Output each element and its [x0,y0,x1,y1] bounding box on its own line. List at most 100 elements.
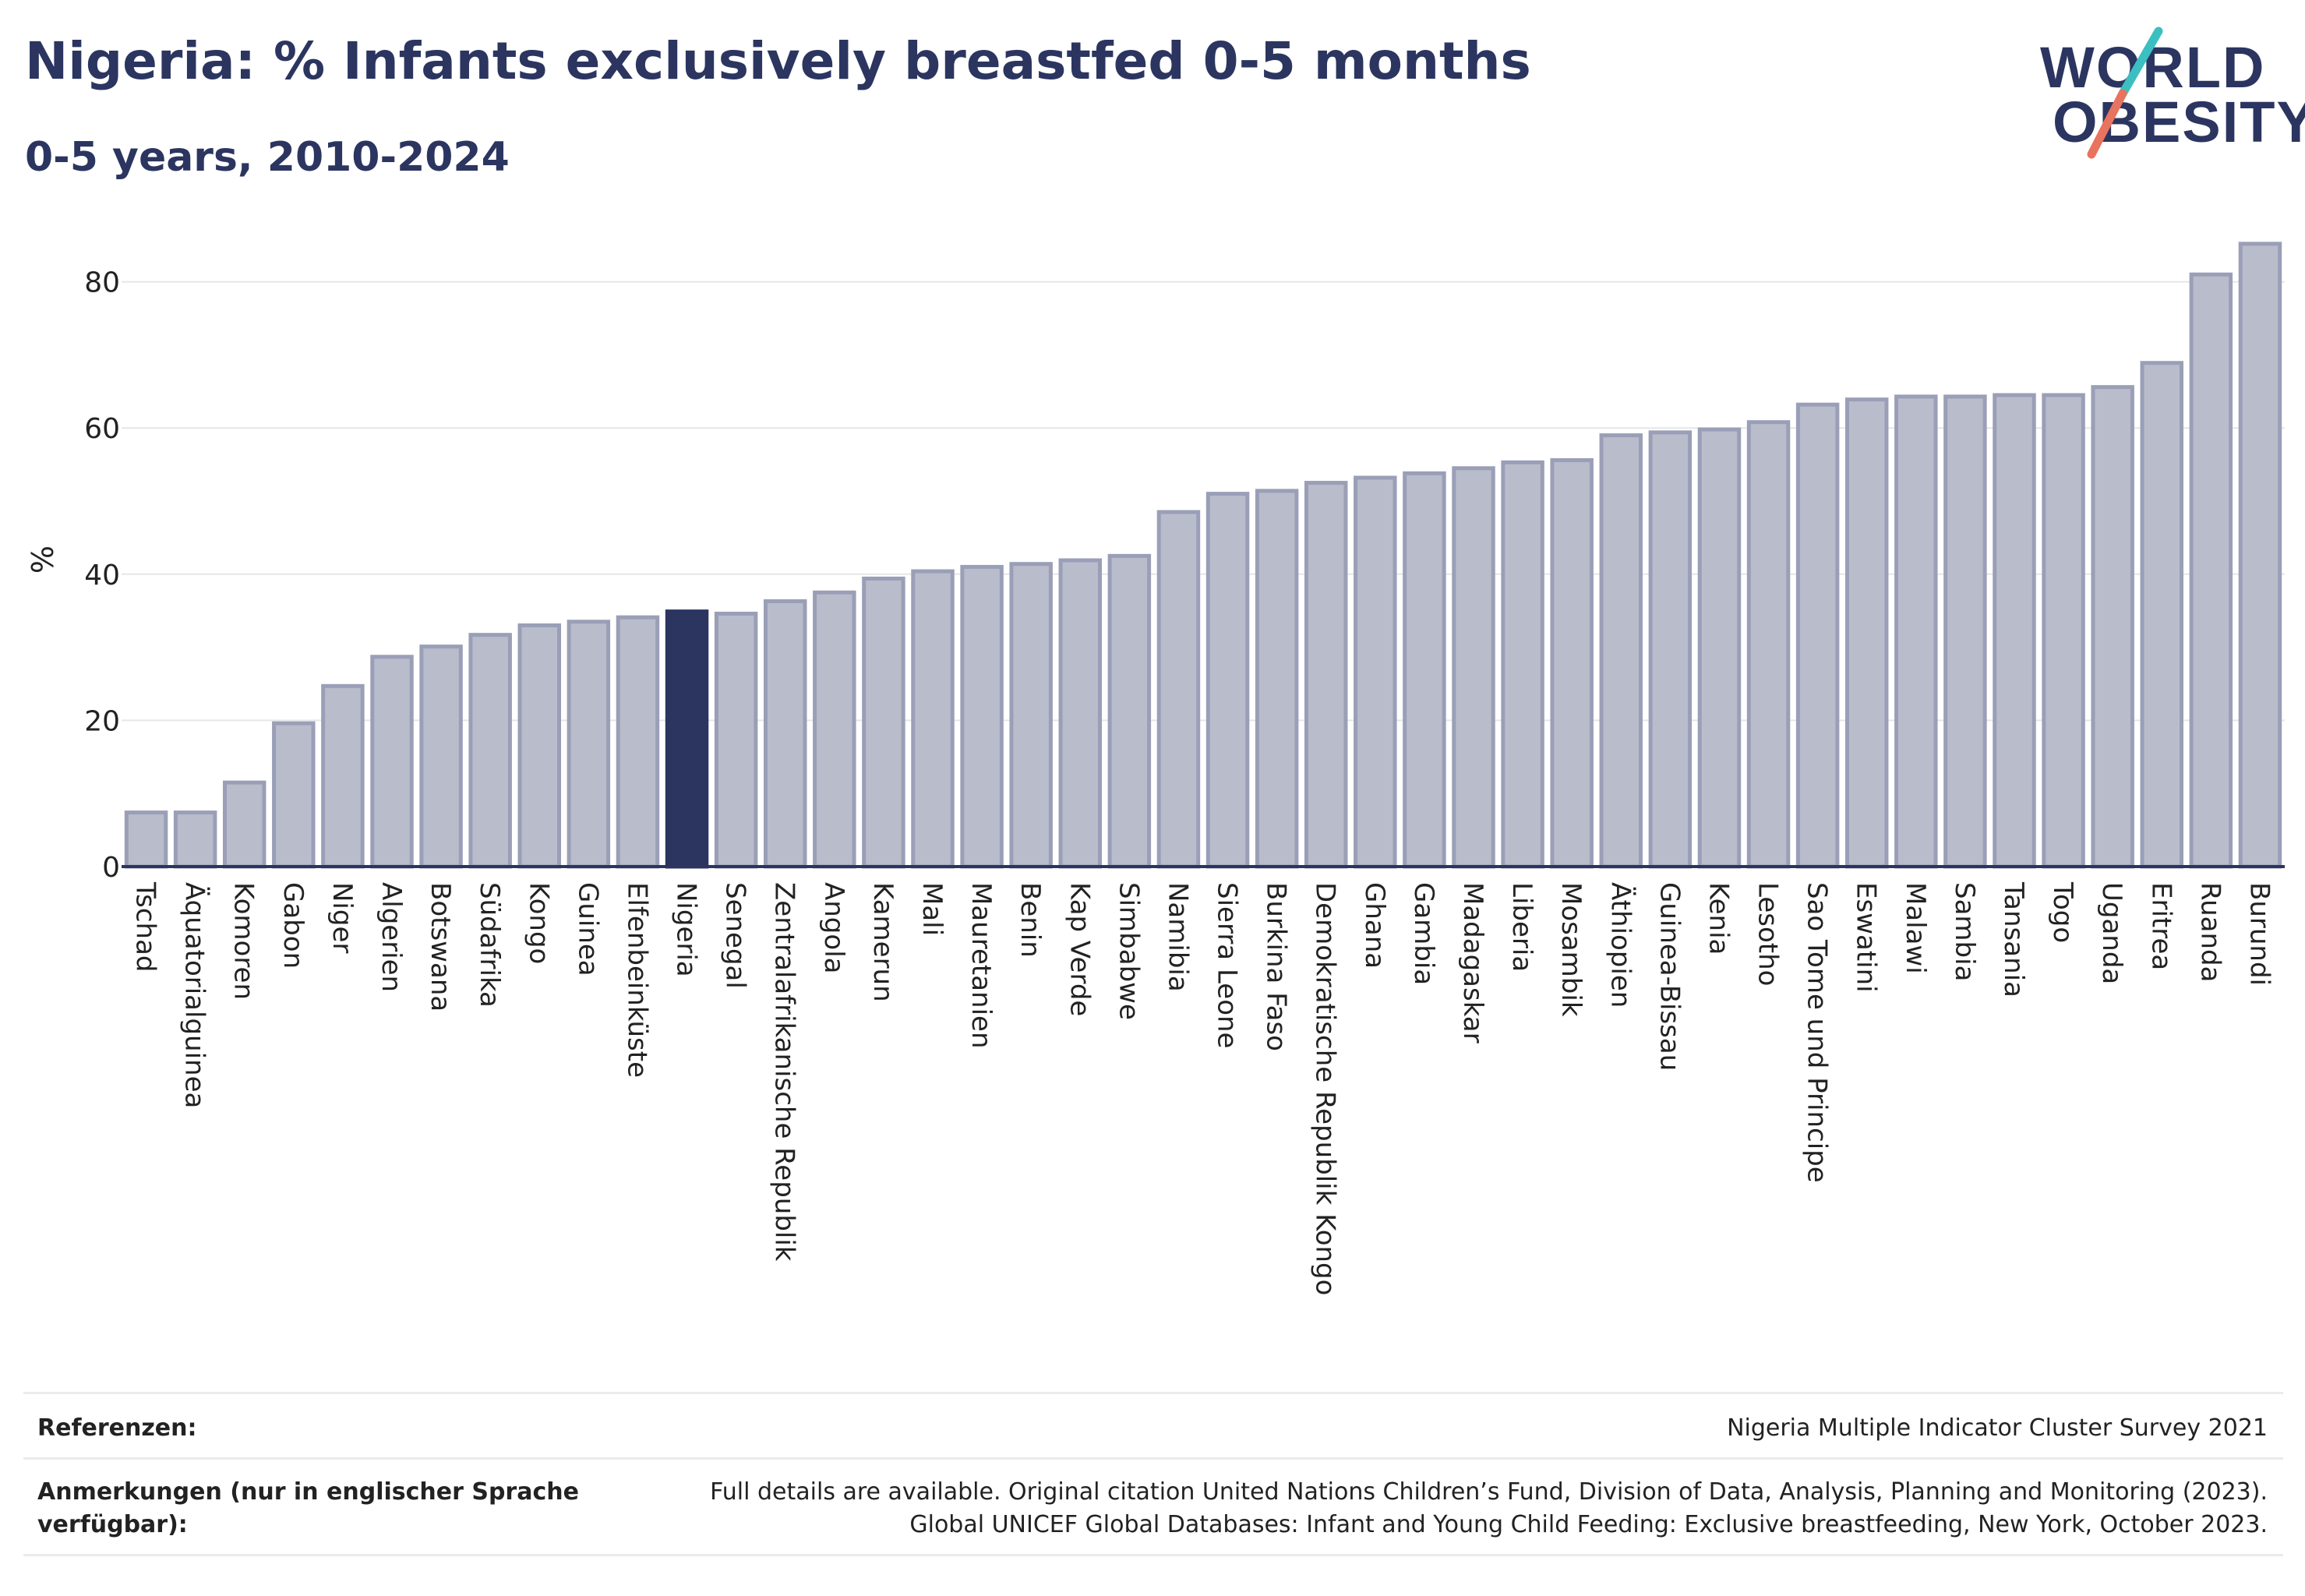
bar-angola [813,590,856,869]
x-tick-label: Mauretanien [965,882,997,1049]
bar-algerien [370,655,414,869]
bar-gabon [272,721,316,869]
bar-liberia [1501,460,1544,869]
x-tick-label: Kap Verde [1064,882,1095,1016]
bar-ruanda [2189,272,2233,869]
bar-benin [1009,562,1053,869]
x-tick-label: Madagaskar [1457,882,1488,1043]
y-tick-label: 0 [102,852,120,884]
x-tick-label: Sambia [1949,882,1980,981]
x-tick-label: Nigeria [671,882,702,977]
notes-label-line-2: verfügbar): [37,1511,188,1538]
bar-guinea-bissau [1648,430,1693,869]
bar-tansania [1993,393,2036,869]
notes-text-line-1: Full details are available. Original cit… [710,1478,2268,1506]
x-tick-label: Eritrea [2145,882,2176,970]
x-tick-label: Mali [916,882,948,936]
chart-title: Nigeria: % Infants exclusively breastfed… [25,31,1531,91]
x-tick-label: Südafrika [474,882,505,1008]
y-axis-label: % [26,546,60,574]
x-tick-label: Lesotho [1753,882,1784,986]
bar-simbabwe [1107,553,1152,869]
chart-subtitle: 0-5 years, 2010-2024 [25,134,510,181]
x-tick-label: Gambia [1408,882,1439,985]
x-tick-label: Liberia [1506,882,1537,972]
x-tick-label: Malawi [1900,882,1931,974]
bars [124,242,2282,869]
bar-kenia [1697,427,1742,869]
bar-sierra-leone [1205,492,1250,869]
x-tick-label: Tschad [130,881,161,973]
x-tick-label: Äthiopien [1604,882,1636,1008]
x-tick-label: Algerien [376,882,407,992]
axes: 0 20 40 60 80% [26,267,2285,884]
bar-kamerun [862,576,905,869]
x-tick-label: Komoren [228,882,259,1000]
bar-chart: 0 20 40 60 80% Tschad Äquatorialguinea Komoren… [26,242,2285,1295]
bar-südafrika [468,633,512,869]
x-tick-label: Uganda [2096,882,2127,984]
x-tick-label: Mosambik [1555,882,1587,1017]
bar-kap-verde [1058,558,1103,869]
bar-togo [2042,393,2085,869]
x-tick-label: Sierra Leone [1212,882,1243,1048]
x-tick-label: Elfenbeinküste [621,882,652,1078]
bar-sao-tome-und-principe [1795,402,1840,869]
bar-äthiopien [1599,433,1643,869]
notes-text-line-2: Global UNICEF Global Databases: Infant a… [909,1511,2268,1538]
references-label: Referenzen: [37,1414,197,1442]
bar-malawi [1894,394,1938,869]
x-tick-label: Ruanda [2194,882,2226,982]
y-tick-label: 60 [84,413,120,445]
bar-demokratische-republik-kongo [1304,481,1348,869]
bar-sambia [1943,394,1987,869]
footer-divider-top [23,1392,2283,1394]
bar-eritrea [2140,361,2184,869]
x-tick-label: Simbabwe [1113,882,1144,1020]
bar-tschad [124,810,168,869]
x-tick-label: Ghana [1359,882,1390,969]
bar-namibia [1156,510,1201,869]
y-tick-label: 40 [84,560,120,591]
bar-uganda [2091,385,2134,869]
x-tick-label: Guinea-Bissau [1654,882,1685,1071]
footer-divider-middle [23,1457,2283,1460]
bar-senegal [714,611,758,869]
x-tick-label: Botswana [425,882,456,1012]
x-tick-label: Namibia [1162,882,1193,992]
references-text: Nigeria Multiple Indicator Cluster Surve… [1727,1414,2268,1442]
bar-mali [911,569,955,869]
x-tick-label: Tansania [1998,881,2029,998]
x-tick-label: Kenia [1703,882,1734,955]
x-tick-label: Angola [818,882,849,973]
bar-gambia [1403,471,1446,869]
bar-botswana [419,644,463,869]
bar-zentralafrikanische-republik [763,599,807,869]
x-tick-label: Benin [1015,882,1046,958]
category-labels: Tschad Äquatorialguinea Komoren Gabon Niger A… [130,881,2275,1295]
x-tick-label: Äquatorialguinea [179,882,210,1108]
logo-slash-icon [2087,26,2163,159]
bar-niger [321,683,365,869]
world-obesity-logo: WORLD OBESITY [2026,23,2305,171]
bar-guinea [567,620,611,869]
x-tick-label: Demokratische Republik Kongo [1310,882,1341,1295]
x-tick-label: Togo [2047,881,2078,943]
x-tick-label: Burkina Faso [1261,882,1292,1051]
x-tick-label: Senegal [720,882,751,989]
x-tick-label: Sao Tome und Principe [1802,882,1833,1183]
y-tick-label: 20 [84,705,120,737]
bar-mauretanien [960,564,1004,869]
bar-lesotho [1746,420,1791,869]
bar-kongo [517,623,562,869]
y-tick-label: 80 [84,267,120,299]
bar-eswatini [1844,397,1889,869]
bar-ghana [1354,475,1397,869]
bar-äquatorialguinea [173,810,217,869]
x-tick-label: Guinea [572,882,603,976]
x-tick-label: Kongo [523,882,554,964]
bar-nigeria [665,609,709,869]
bar-burkina-faso [1255,489,1299,869]
x-tick-label: Gabon [277,882,309,969]
footer-divider-bottom [23,1554,2283,1556]
